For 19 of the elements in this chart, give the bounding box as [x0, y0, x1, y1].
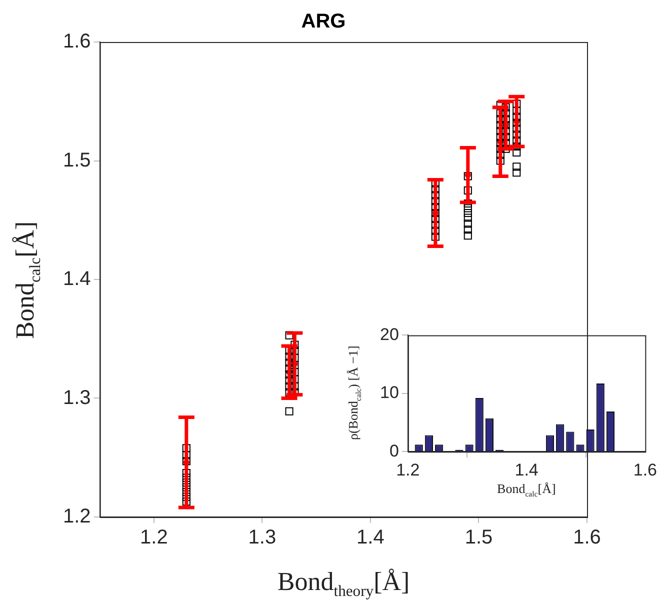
- y-tick-label: 1.3: [62, 386, 91, 409]
- y-tick-label: 20: [380, 324, 399, 344]
- y-tick-label: 1.5: [62, 149, 91, 172]
- x-tick-label: 1.3: [248, 526, 276, 549]
- x-tick-label: 1.4: [356, 526, 384, 549]
- y-tick-label: 10: [380, 383, 399, 402]
- x-tick-label: 1.2: [140, 526, 168, 549]
- x-tick-label: 1.6: [573, 526, 601, 549]
- x-tick-label: 1.4: [514, 460, 538, 480]
- x-tick-label: 1.2: [396, 460, 420, 480]
- y-tick-label: 1.4: [62, 268, 91, 290]
- y-tick-label: 1.6: [62, 30, 91, 53]
- x-tick-label: 1.6: [633, 460, 658, 480]
- chart-title: ARG: [301, 10, 346, 33]
- y-tick-label: 0: [389, 441, 399, 460]
- x-axis-title: Bond$_{theory}$[Å]: [277, 567, 410, 602]
- y-tick-label: 1.2: [62, 506, 91, 528]
- x-axis-title: Bond$_{calc}$[Å]: [497, 480, 556, 498]
- x-tick-label: 1.5: [464, 526, 493, 549]
